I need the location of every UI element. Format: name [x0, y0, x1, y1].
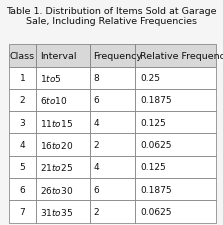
Text: 0.25: 0.25 [140, 74, 160, 83]
Bar [9, 45, 36, 67]
Text: 3: 3 [20, 118, 25, 127]
Text: 1: 1 [20, 74, 25, 83]
Bar [36, 200, 90, 223]
Bar [9, 178, 36, 200]
Text: 4: 4 [93, 163, 99, 172]
Text: $11 to $15: $11 to $15 [40, 117, 73, 128]
Bar [9, 89, 36, 112]
Text: 0.0625: 0.0625 [140, 207, 172, 216]
Text: 0.1875: 0.1875 [140, 185, 172, 194]
Text: $31 to $35: $31 to $35 [40, 206, 73, 217]
Bar [9, 112, 36, 134]
Text: 0.125: 0.125 [140, 163, 166, 172]
Bar [90, 112, 135, 134]
Bar [9, 156, 36, 178]
Text: 4: 4 [20, 140, 25, 149]
Bar [135, 178, 216, 200]
Bar [135, 134, 216, 156]
Bar [135, 45, 216, 67]
Bar [90, 156, 135, 178]
Text: 6: 6 [93, 96, 99, 105]
Text: Relative Frequency: Relative Frequency [140, 52, 223, 61]
Bar [90, 67, 135, 89]
Bar [36, 45, 90, 67]
Text: Class: Class [10, 52, 35, 61]
Bar [135, 200, 216, 223]
Text: Table 1. Distribution of Items Sold at Garage
Sale, Including Relative Frequenci: Table 1. Distribution of Items Sold at G… [6, 7, 217, 26]
Text: 8: 8 [93, 74, 99, 83]
Text: 0.125: 0.125 [140, 118, 166, 127]
Bar [9, 67, 36, 89]
Bar [135, 112, 216, 134]
Bar [36, 112, 90, 134]
Bar [90, 89, 135, 112]
Text: 7: 7 [20, 207, 25, 216]
Bar [135, 67, 216, 89]
Text: 0.1875: 0.1875 [140, 96, 172, 105]
Bar [90, 178, 135, 200]
Text: $6 to $10: $6 to $10 [40, 95, 68, 106]
Bar [135, 156, 216, 178]
Bar [36, 89, 90, 112]
Text: $26 to $30: $26 to $30 [40, 184, 74, 195]
Bar [36, 156, 90, 178]
Text: $16 to $20: $16 to $20 [40, 140, 74, 151]
Text: Interval: Interval [40, 52, 77, 61]
Text: 0.0625: 0.0625 [140, 140, 172, 149]
Bar [36, 178, 90, 200]
Text: $1 to $5: $1 to $5 [40, 73, 62, 84]
Text: 6: 6 [20, 185, 25, 194]
Bar [9, 200, 36, 223]
Bar [36, 134, 90, 156]
Bar [9, 134, 36, 156]
Text: 2: 2 [93, 140, 99, 149]
Text: 5: 5 [20, 163, 25, 172]
Bar [135, 89, 216, 112]
Text: 2: 2 [93, 207, 99, 216]
Bar [90, 134, 135, 156]
Text: $21 to $25: $21 to $25 [40, 162, 73, 173]
Text: 6: 6 [93, 185, 99, 194]
Bar [90, 45, 135, 67]
Text: Frequency: Frequency [93, 52, 142, 61]
Bar [36, 67, 90, 89]
Text: 4: 4 [93, 118, 99, 127]
Bar [90, 200, 135, 223]
Text: 2: 2 [20, 96, 25, 105]
